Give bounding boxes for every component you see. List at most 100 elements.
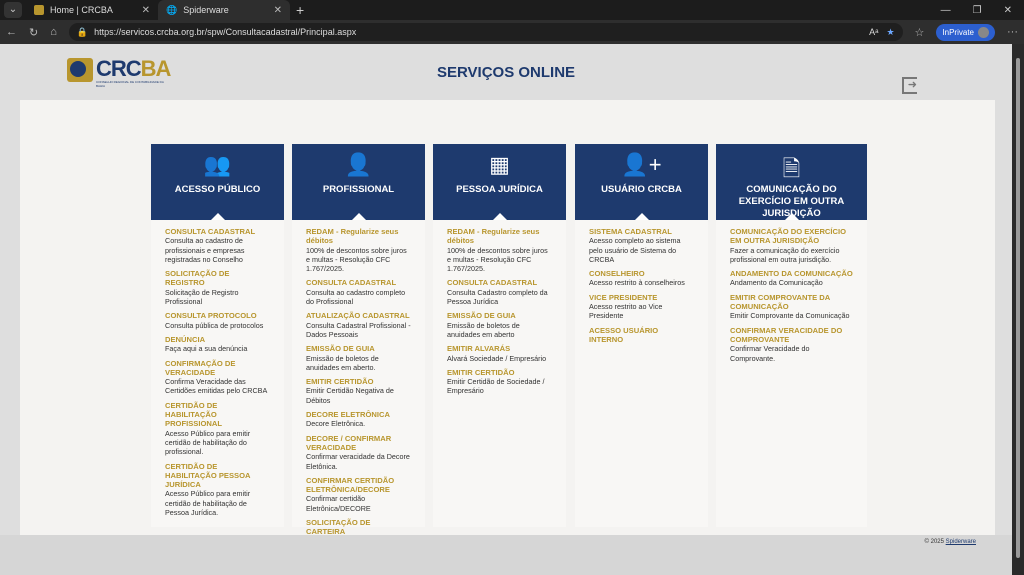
service-title[interactable]: CONSULTA PROTOCOLO — [165, 311, 257, 321]
service-title[interactable]: EMISSÃO DE GUIA — [306, 344, 375, 354]
scrollbar[interactable] — [1012, 44, 1024, 575]
service-title[interactable]: EMITIR CERTIDÃO — [447, 367, 515, 377]
service-title[interactable]: CONFIRMAR VERACIDADE DO COMPROVANTE — [730, 325, 843, 344]
spiderware-link[interactable]: Spiderware — [945, 539, 976, 545]
service-link[interactable]: CERTIDÃO DE HABILITAÇÃO PESSOA JURÍDICA A… — [165, 462, 270, 518]
service-title[interactable]: CONSULTA CADASTRAL — [447, 278, 538, 288]
tab-bar: ⌄ Home | CRCBA ✕ 🌐 Spiderware ✕ + — ❐ ✕ — [0, 0, 1024, 20]
service-link[interactable]: ATUALIZAÇÃO CADASTRAL Consulta Cadastral … — [306, 311, 411, 339]
service-link[interactable]: ACESSO USUÁRIO INTERNO — [589, 326, 694, 345]
service-title[interactable]: DECORE / CONFIRMAR VERACIDADE — [306, 433, 392, 452]
service-link[interactable]: ANDAMENTO DA COMUNICAÇÃO Andamento da Com… — [730, 269, 853, 288]
service-link[interactable]: DECORE ELETRÔNICA Decore Eletrônica. — [306, 410, 411, 429]
card-items: REDAM - Regularize seus débitos 100% de d… — [433, 220, 552, 396]
service-link[interactable]: CONSULTA CADASTRAL Consulta ao cadastro c… — [306, 278, 411, 306]
service-link[interactable]: EMITIR CERTIDÃO Emitir Certidão Negativa … — [306, 377, 411, 405]
back-icon[interactable]: ← — [6, 26, 17, 38]
service-title[interactable]: DENÚNCIA — [165, 334, 206, 344]
card-items: CONSULTA CADASTRAL Consulta ao cadastro d… — [151, 220, 270, 517]
service-title[interactable]: DECORE ELETRÔNICA — [306, 410, 390, 420]
service-link[interactable]: EMITIR ALVARÁS Alvará Sociedade / Empresá… — [447, 344, 552, 363]
service-link[interactable]: VICE PRESIDENTE Acesso restrito ao Vice P… — [589, 293, 694, 321]
service-link[interactable]: COMUNICAÇÃO DO EXERCÍCIO EM OUTRA JURISD… — [730, 227, 853, 264]
service-link[interactable]: EMISSÃO DE GUIA Emissão de boletos de anu… — [306, 344, 411, 372]
close-window-icon[interactable]: ✕ — [1003, 4, 1012, 16]
scrollbar-thumb[interactable] — [1016, 58, 1020, 558]
service-link[interactable]: EMITIR CERTIDÃO Emitir Certidão de Socied… — [447, 368, 552, 396]
service-description: Acesso Público para emitir certidão de h… — [165, 489, 251, 518]
restore-icon[interactable]: ❐ — [972, 4, 982, 16]
service-title[interactable]: EMITIR COMPROVANTE DA COMUNICAÇÃO — [730, 292, 830, 312]
service-link[interactable]: REDAM - Regularize seus débitos 100% de d… — [306, 227, 411, 273]
service-card: 🗎 COMUNICAÇÃO DO EXERCÍCIO EM OUTRA JURIS… — [716, 144, 867, 527]
read-aloud-icon[interactable]: Aᵃ — [869, 26, 879, 37]
service-link[interactable]: EMISSÃO DE GUIA Emissão de boletos de anu… — [447, 311, 552, 339]
service-link[interactable]: CONSELHEIRO Acesso restrito à conselheiro… — [589, 269, 694, 288]
service-link[interactable]: CONFIRMAÇÃO DE VERACIDADE Confirma Veraci… — [165, 359, 270, 396]
service-title[interactable]: ACESSO USUÁRIO INTERNO — [589, 325, 659, 344]
service-description: Emitir Comprovante da Comunicação — [730, 311, 850, 321]
tab-spiderware[interactable]: 🌐 Spiderware ✕ — [158, 0, 290, 20]
tab-actions-button[interactable]: ⌄ — [4, 2, 22, 18]
close-icon[interactable]: ✕ — [273, 4, 282, 16]
service-title[interactable]: EMITIR ALVARÁS — [447, 344, 511, 354]
page: CRCBA CONSELHO REGIONAL DE CONTABILIDADE… — [0, 44, 1012, 575]
service-title[interactable]: CONSELHEIRO — [589, 269, 645, 279]
service-title[interactable]: CONFIRMAR CERTIDÃO ELETRÔNICA/DECORE — [306, 475, 395, 495]
service-link[interactable]: CONSULTA CADASTRAL Consulta Cadastro comp… — [447, 278, 552, 306]
service-link[interactable]: CONSULTA PROTOCOLO Consulta pública de pr… — [165, 311, 270, 330]
service-link[interactable]: CONFIRMAR VERACIDADE DO COMPROVANTE Confi… — [730, 326, 853, 363]
service-description: Alvará Sociedade / Empresário — [447, 353, 547, 363]
favorites-icon[interactable]: ☆ — [914, 26, 925, 39]
service-link[interactable]: CONFIRMAR CERTIDÃO ELETRÔNICA/DECORE Conf… — [306, 476, 411, 513]
service-description: Consulta ao cadastro de profissionais e … — [165, 236, 245, 264]
service-link[interactable]: SISTEMA CADASTRAL Acesso completo ao sist… — [589, 227, 694, 264]
inprivate-label: InPrivate — [942, 27, 974, 37]
logo-text: CRCBA — [96, 56, 171, 81]
refresh-icon[interactable]: ↻ — [29, 26, 39, 39]
more-icon[interactable]: ··· — [1007, 26, 1018, 38]
service-link[interactable]: DENÚNCIA Faça aqui a sua denúncia — [165, 335, 270, 354]
inprivate-badge[interactable]: InPrivate — [936, 23, 995, 41]
service-link[interactable]: REDAM - Regularize seus débitos 100% de d… — [447, 227, 552, 273]
service-title[interactable]: CONSULTA CADASTRAL — [165, 227, 256, 236]
service-description: Emissão de boletos de anuidades em abert… — [447, 320, 520, 339]
service-description: Consulta Cadastro completo da Pessoa Jur… — [447, 287, 548, 307]
service-title[interactable]: VICE PRESIDENTE — [589, 292, 658, 302]
service-link[interactable]: SOLICITAÇÃO DE REGISTRO Solicitação de Re… — [165, 269, 270, 306]
service-title[interactable]: CONFIRMAÇÃO DE VERACIDADE — [165, 358, 236, 377]
service-description: Acesso restrito à conselheiros — [589, 278, 685, 288]
crcba-logo[interactable]: CRCBA CONSELHO REGIONAL DE CONTABILIDADE… — [67, 56, 171, 88]
service-title[interactable]: SOLICITAÇÃO DE CARTEIRA — [306, 518, 371, 537]
service-description: 100% de descontos sobre juros e multas -… — [306, 245, 407, 274]
card-header: 🗎 COMUNICAÇÃO DO EXERCÍCIO EM OUTRA JURIS… — [716, 144, 867, 220]
card-items: SISTEMA CADASTRAL Acesso completo ao sist… — [575, 220, 694, 344]
new-tab-button[interactable]: + — [296, 2, 305, 18]
minimize-icon[interactable]: — — [940, 4, 951, 16]
home-icon[interactable]: ⌂ — [50, 26, 57, 38]
url-input[interactable]: 🔒 https://servicos.crcba.org.br/spw/Cons… — [68, 23, 903, 41]
service-title[interactable]: REDAM - Regularize seus débitos — [306, 227, 399, 246]
service-title[interactable]: COMUNICAÇÃO DO EXERCÍCIO EM OUTRA JURISD… — [730, 227, 847, 246]
service-title[interactable]: REDAM - Regularize seus débitos — [447, 227, 540, 246]
service-title[interactable]: EMITIR CERTIDÃO — [306, 377, 374, 387]
favorite-star-icon[interactable]: ★ — [886, 26, 895, 37]
tab-title: Home | CRCBA — [50, 5, 113, 15]
service-title[interactable]: ANDAMENTO DA COMUNICAÇÃO — [730, 269, 853, 279]
service-title[interactable]: SOLICITAÇÃO DE REGISTRO — [165, 269, 230, 288]
service-link[interactable]: EMITIR COMPROVANTE DA COMUNICAÇÃO Emitir … — [730, 293, 853, 321]
service-title[interactable]: CERTIDÃO DE HABILITAÇÃO PESSOA JURÍDICA — [165, 461, 251, 490]
service-title[interactable]: CONSULTA CADASTRAL — [306, 278, 397, 288]
exit-icon[interactable]: ➜ — [902, 77, 917, 94]
service-link[interactable]: DECORE / CONFIRMAR VERACIDADE Confirmar v… — [306, 434, 411, 471]
service-link[interactable]: CERTIDÃO DE HABILITAÇÃO PROFISSIONAL Aces… — [165, 401, 270, 457]
service-title[interactable]: SISTEMA CADASTRAL — [589, 227, 672, 236]
service-title[interactable]: EMISSÃO DE GUIA — [447, 311, 516, 321]
logo-emblem — [67, 58, 93, 82]
tab-home[interactable]: Home | CRCBA ✕ — [26, 0, 158, 20]
service-link[interactable]: CONSULTA CADASTRAL Consulta ao cadastro d… — [165, 227, 270, 264]
tab-title: Spiderware — [183, 5, 229, 15]
service-title[interactable]: CERTIDÃO DE HABILITAÇÃO PROFISSIONAL — [165, 400, 222, 429]
service-title[interactable]: ATUALIZAÇÃO CADASTRAL — [306, 311, 410, 321]
close-icon[interactable]: ✕ — [141, 4, 150, 16]
